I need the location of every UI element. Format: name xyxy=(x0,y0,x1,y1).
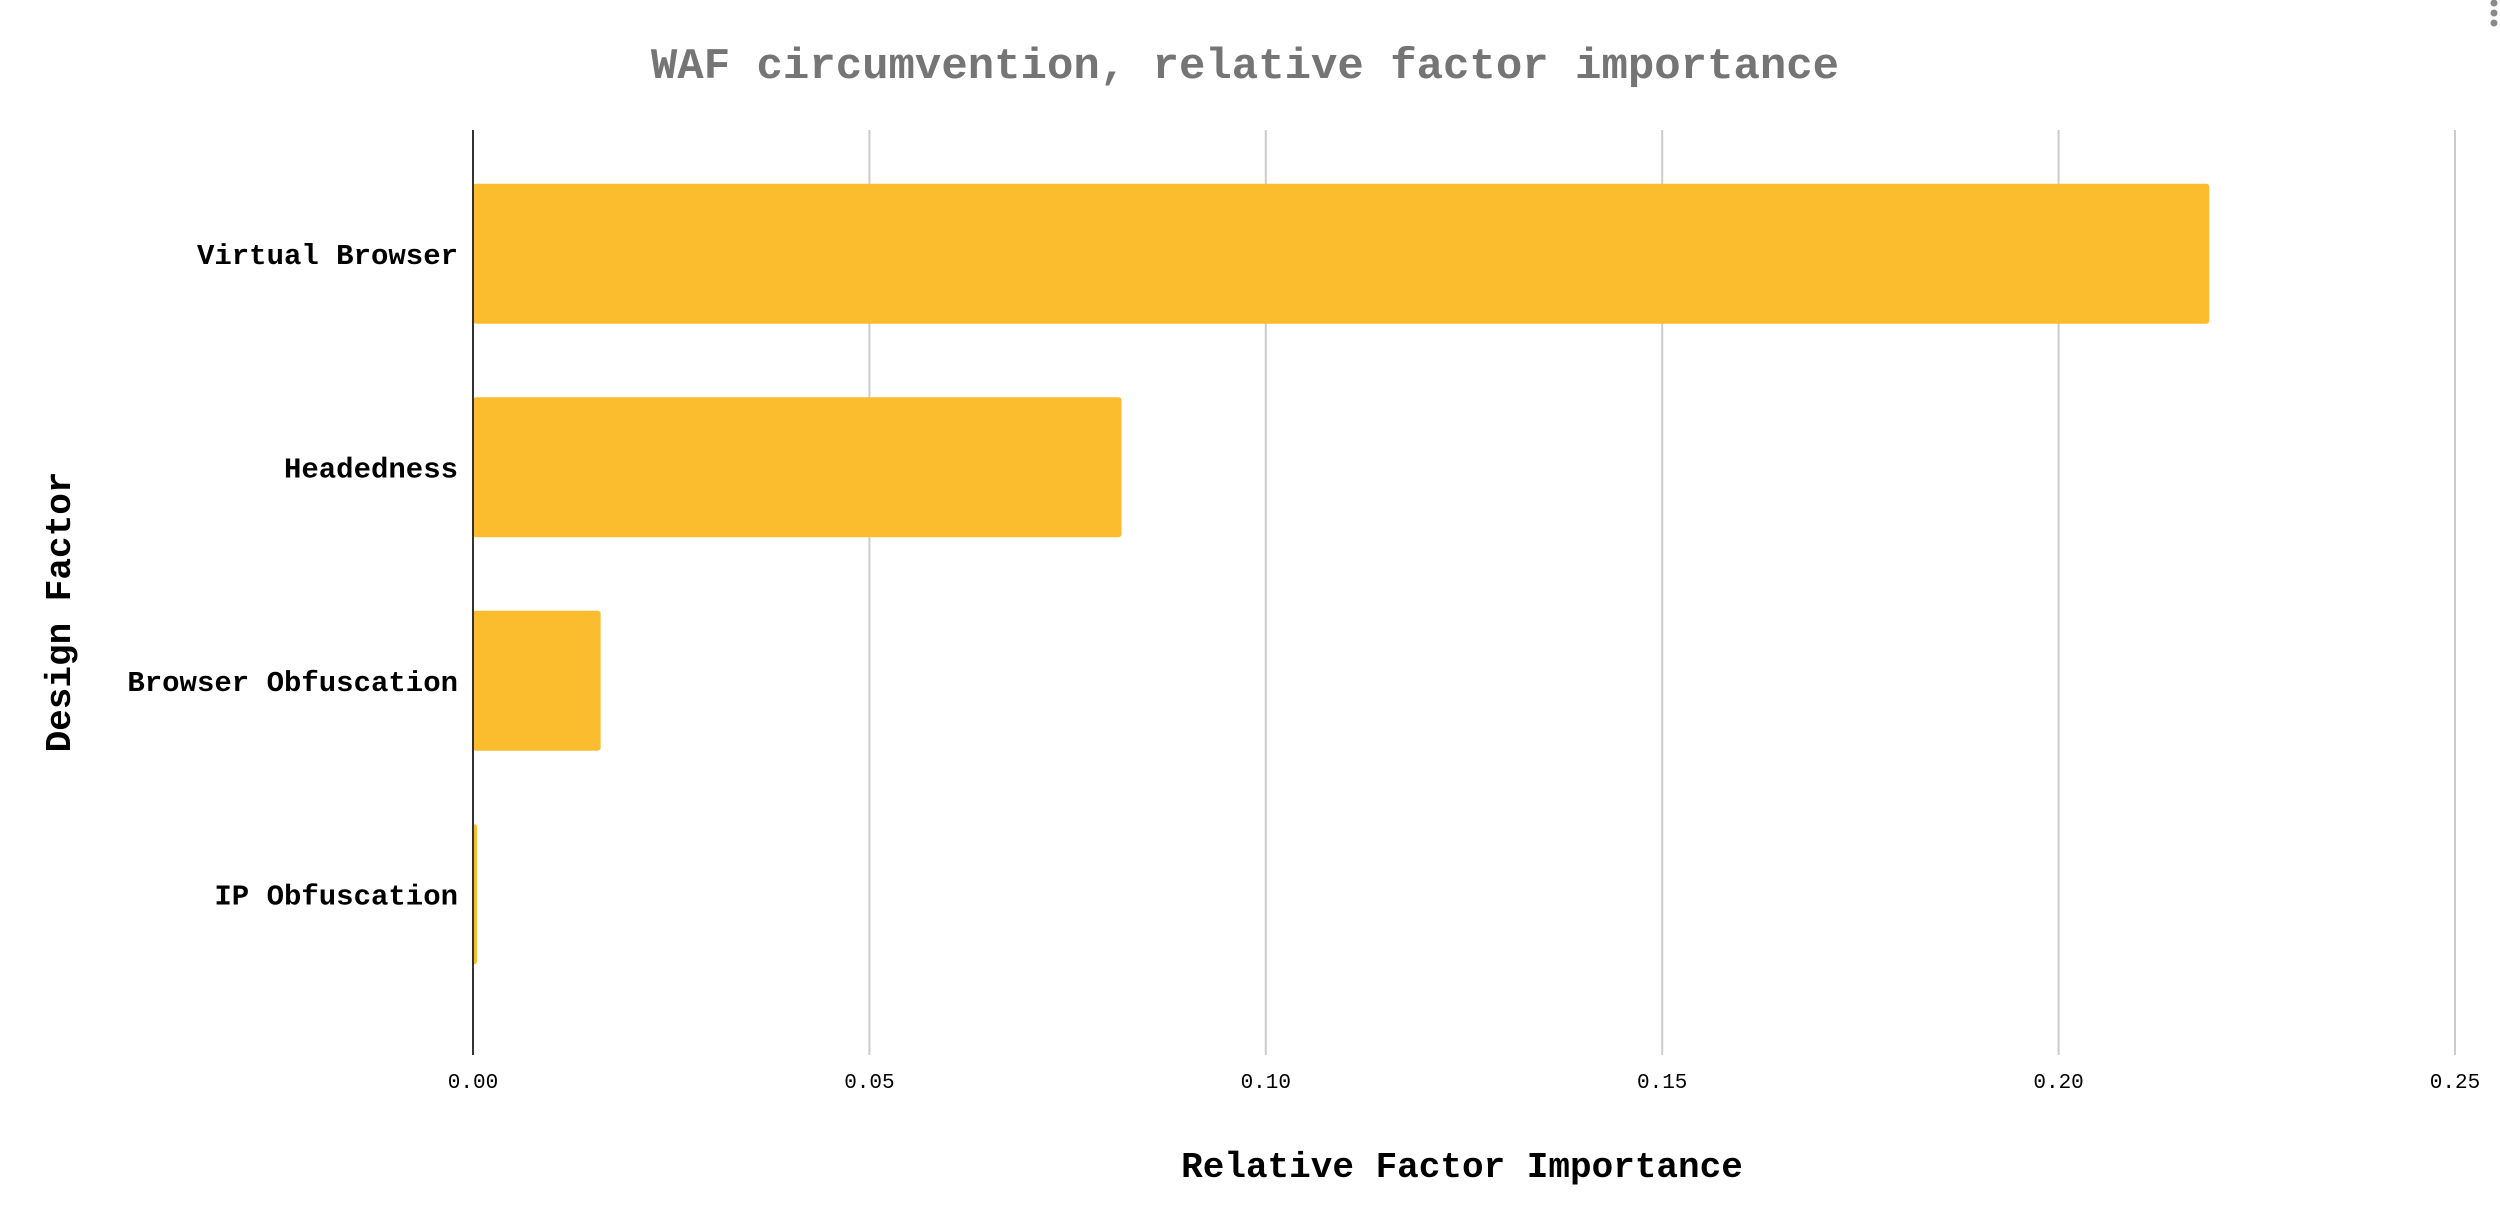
x-tick-label: 0.00 xyxy=(448,1072,498,1095)
x-tick-label: 0.05 xyxy=(844,1072,894,1095)
x-tick-label: 0.25 xyxy=(2430,1072,2480,1095)
category-label: Browser Obfuscation xyxy=(127,667,458,700)
category-label: Virtual Browser xyxy=(197,240,458,273)
bar xyxy=(473,183,2210,324)
x-tick-label: 0.10 xyxy=(1241,1072,1291,1095)
chart-title: WAF circumvention, relative factor impor… xyxy=(651,42,1839,92)
bar xyxy=(473,610,601,751)
x-axis-title: Relative Factor Importance xyxy=(1181,1147,1743,1188)
y-axis-title: Design Factor xyxy=(40,472,81,753)
category-label: IP Obfuscation xyxy=(214,880,458,913)
category-labels: Virtual Browser Headedness Browser Obfusca… xyxy=(127,240,458,914)
x-tick-label: 0.15 xyxy=(1637,1072,1687,1095)
category-label: Headedness xyxy=(284,453,458,486)
x-tick-label: 0.20 xyxy=(2033,1072,2083,1095)
x-tick-labels: 0.00 0.05 0.10 0.15 0.20 0.25 xyxy=(448,1072,2480,1095)
kebab-menu-icon[interactable] xyxy=(2490,0,2498,27)
bars xyxy=(473,183,2210,965)
bar xyxy=(473,397,1122,538)
